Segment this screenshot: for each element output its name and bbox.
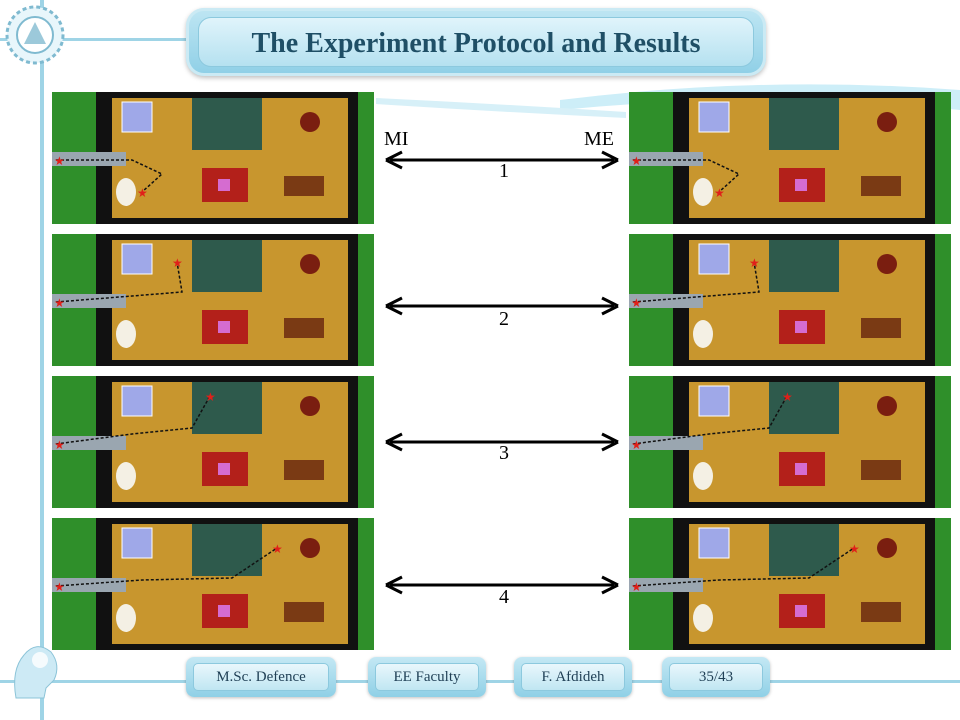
- floor-plan-row-4-mi: ★ ★: [52, 518, 374, 650]
- footer-page: 35/43: [662, 657, 770, 697]
- row-number-1: 1: [499, 160, 509, 182]
- floor-plan-row-4-me: ★ ★: [629, 518, 951, 650]
- title-banner: The Experiment Protocol and Results: [186, 8, 766, 76]
- svg-text:★: ★: [849, 542, 860, 556]
- frame-line-top: [0, 38, 200, 41]
- double-arrow-row-3: [385, 432, 619, 452]
- footer-author: F. Afdideh: [514, 657, 632, 697]
- title-banner-inner: The Experiment Protocol and Results: [198, 17, 754, 67]
- decorative-swoosh-mid: [376, 98, 626, 118]
- svg-text:★: ★: [54, 296, 65, 310]
- floor-plan-row-1-mi: ★ ★: [52, 92, 374, 224]
- svg-text:★: ★: [782, 390, 793, 404]
- footer-defence: M.Sc. Defence: [186, 657, 336, 697]
- label-mi: MI: [384, 128, 409, 150]
- row-number-3: 3: [499, 442, 509, 464]
- svg-text:★: ★: [54, 580, 65, 594]
- page-title: The Experiment Protocol and Results: [251, 28, 701, 59]
- row-number-2: 2: [499, 308, 509, 330]
- svg-text:★: ★: [54, 438, 65, 452]
- svg-text:★: ★: [137, 186, 148, 200]
- double-arrow-row-1: [385, 150, 619, 170]
- label-me: ME: [584, 128, 614, 150]
- floor-plan-row-3-mi: ★ ★: [52, 376, 374, 508]
- footer-defence-label: M.Sc. Defence: [193, 663, 329, 691]
- svg-text:★: ★: [272, 542, 283, 556]
- svg-text:★: ★: [631, 580, 642, 594]
- floor-plan-row-2-me: ★ ★: [629, 234, 951, 366]
- double-arrow-row-2: [385, 296, 619, 316]
- row-number-4: 4: [499, 586, 509, 608]
- svg-text:★: ★: [172, 256, 183, 270]
- svg-text:★: ★: [631, 154, 642, 168]
- svg-text:★: ★: [631, 296, 642, 310]
- brain-logo-icon: [14, 646, 58, 699]
- page-number: 35/43: [669, 663, 763, 691]
- floor-plan-row-3-me: ★ ★: [629, 376, 951, 508]
- university-logo-icon: [5, 5, 65, 65]
- svg-text:★: ★: [631, 438, 642, 452]
- footer-author-label: F. Afdideh: [521, 663, 625, 691]
- floor-plan-row-1-me: ★ ★: [629, 92, 951, 224]
- svg-text:★: ★: [714, 186, 725, 200]
- svg-text:★: ★: [54, 154, 65, 168]
- footer-faculty: EE Faculty: [368, 657, 486, 697]
- floor-plan-row-2-mi: ★ ★: [52, 234, 374, 366]
- svg-text:★: ★: [749, 256, 760, 270]
- double-arrow-row-4: [385, 575, 619, 595]
- footer-faculty-label: EE Faculty: [375, 663, 479, 691]
- frame-line-left: [40, 0, 44, 720]
- svg-text:★: ★: [205, 390, 216, 404]
